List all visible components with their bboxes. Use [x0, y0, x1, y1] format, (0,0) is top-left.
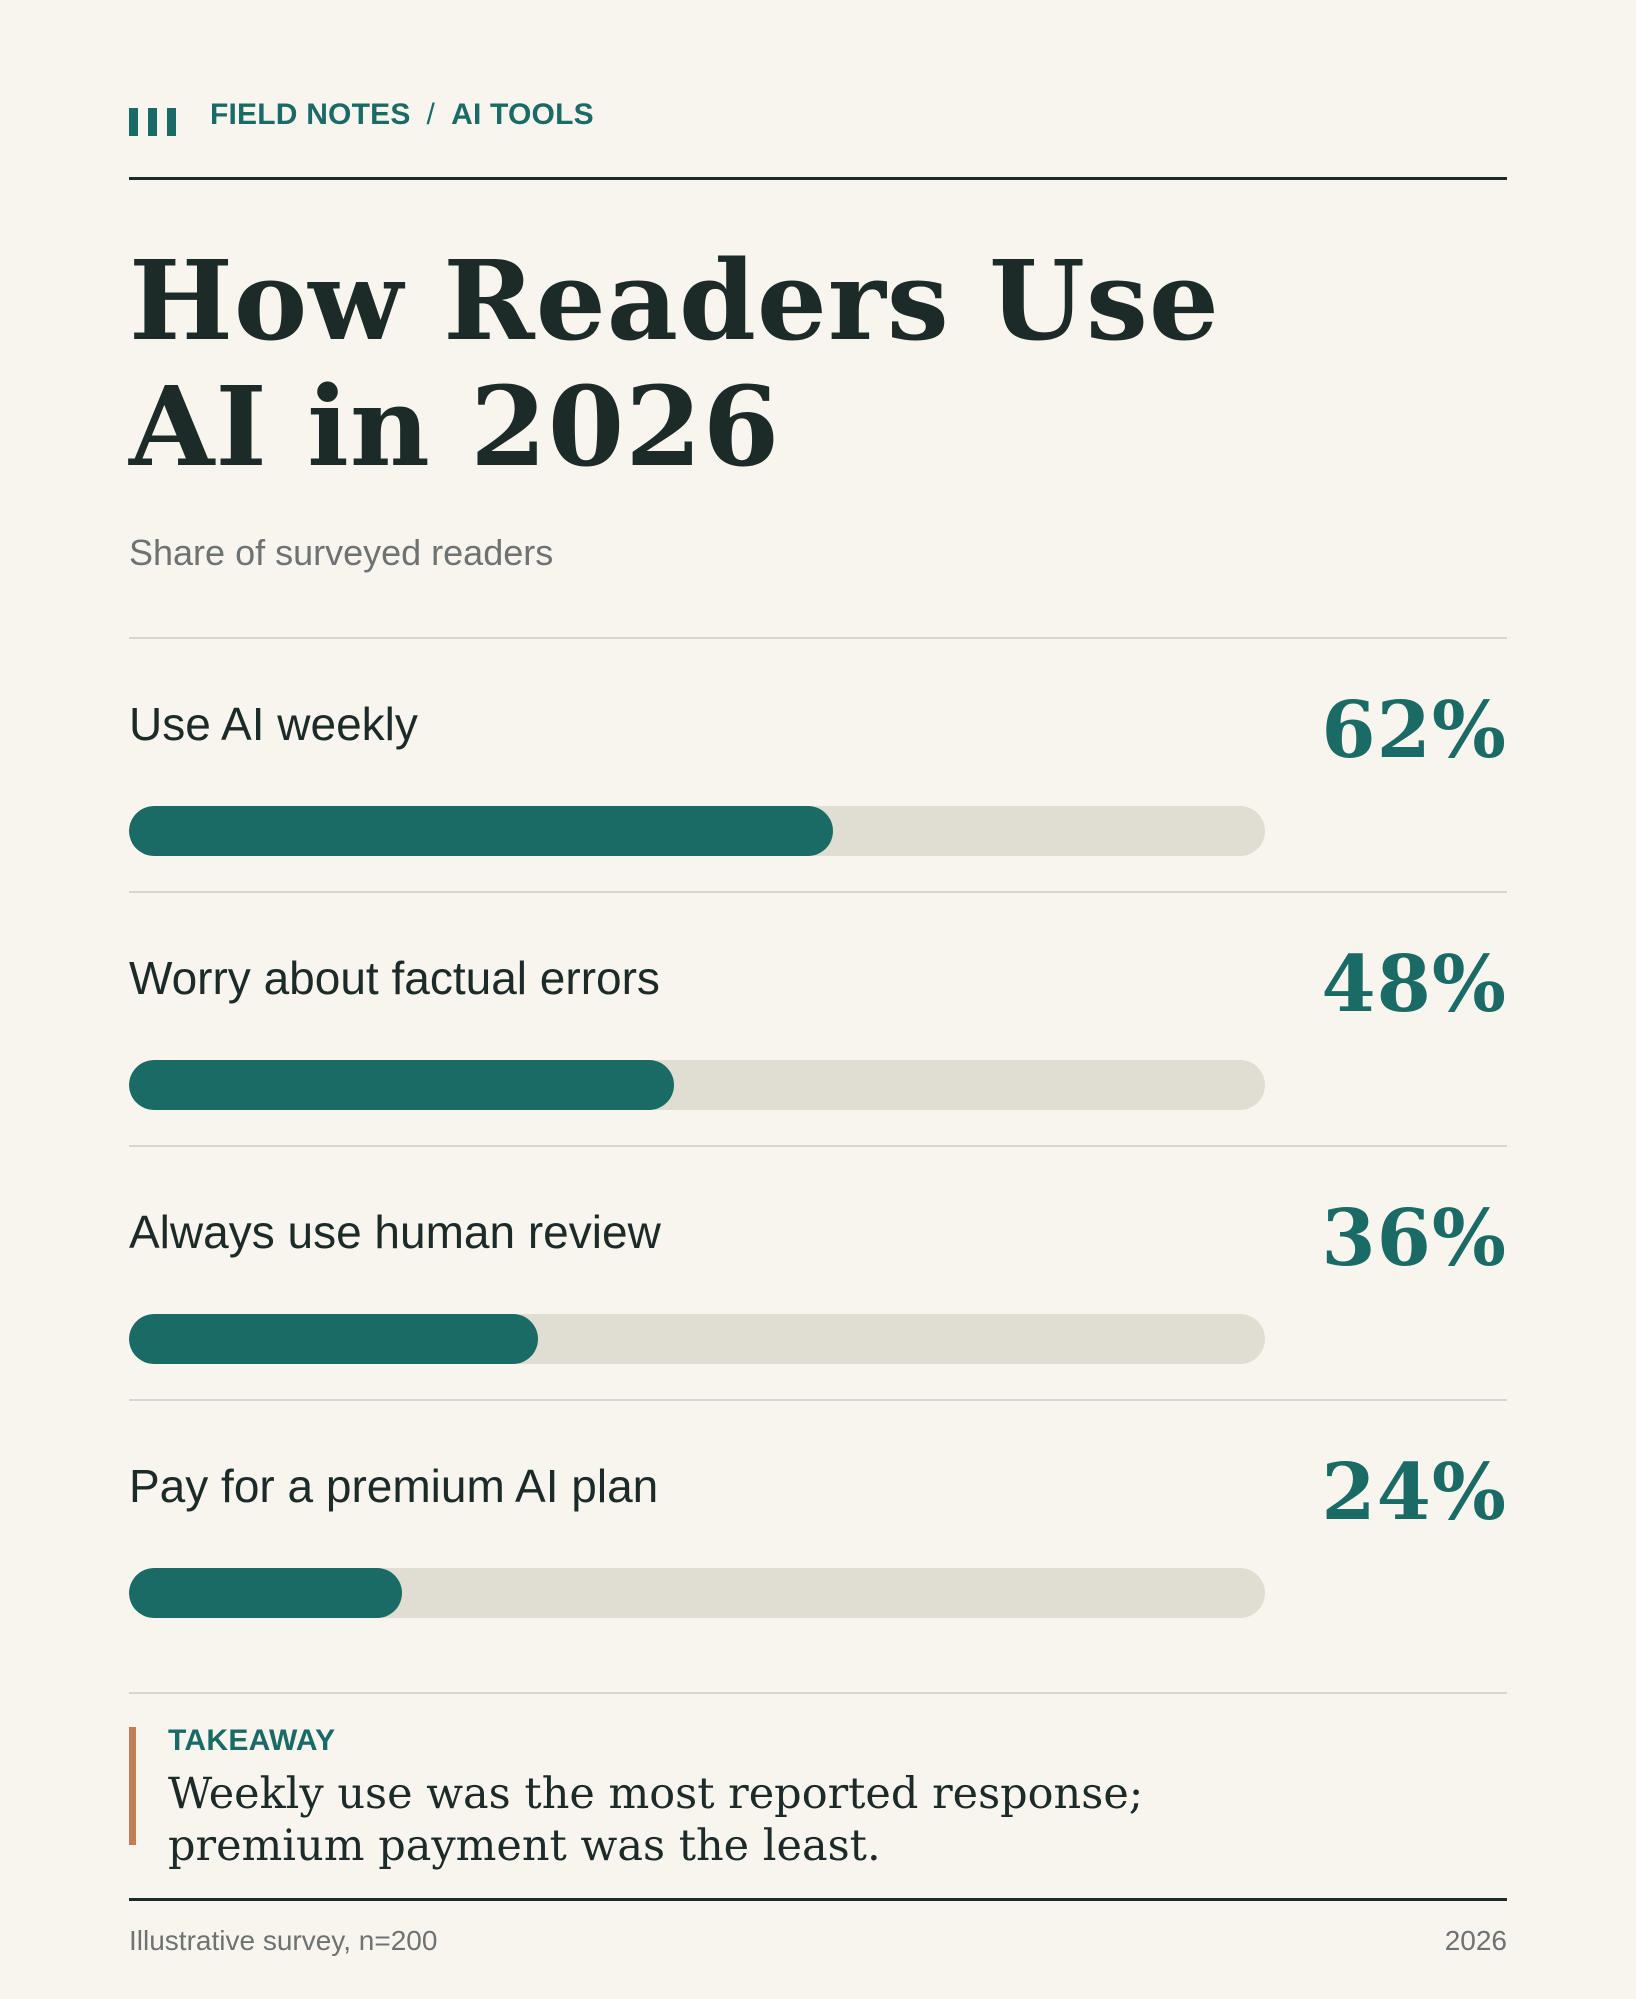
bar-row: Pay for a premium AI plan 24% — [129, 1401, 1507, 1655]
bar-value-label: 36% — [1321, 1193, 1507, 1284]
chart-top-divider — [129, 637, 1507, 639]
bar-track — [129, 1314, 1265, 1364]
takeaway-accent-rule — [129, 1727, 136, 1845]
bar-fill — [129, 1568, 402, 1618]
header: FIELD NOTES / AI TOOLS — [129, 92, 1507, 138]
page-title: How Readers Use AI in 2026 — [129, 238, 1229, 490]
breadcrumb-topic[interactable]: AI TOOLS — [451, 98, 594, 131]
row-divider — [129, 891, 1507, 893]
bar-fill — [129, 1314, 538, 1364]
footer-divider — [129, 1898, 1507, 1901]
bar-value-label: 24% — [1321, 1447, 1507, 1538]
bar-value-label: 48% — [1321, 939, 1507, 1030]
footer-year: 2026 — [1444, 1925, 1507, 1956]
takeaway-line-1: Weekly use was the most reported respons… — [168, 1769, 1144, 1819]
bar-label: Always use human review — [129, 1206, 661, 1258]
row-divider — [129, 1145, 1507, 1147]
bar-track — [129, 806, 1265, 856]
bar-value-label: 62% — [1321, 685, 1507, 776]
chart-subtitle: Share of surveyed readers — [129, 532, 554, 573]
takeaway-box: TAKEAWAY Weekly use was the most reporte… — [129, 1724, 1507, 1871]
breadcrumb-section[interactable]: FIELD NOTES — [210, 98, 411, 131]
breadcrumb: FIELD NOTES / AI TOOLS — [210, 98, 594, 132]
bar-row: Worry about factual errors 48% — [129, 893, 1507, 1147]
header-divider — [129, 177, 1507, 180]
bar-label: Use AI weekly — [129, 698, 418, 750]
bar-row: Use AI weekly 62% — [129, 639, 1507, 893]
takeaway-text: Weekly use was the most reported respons… — [168, 1768, 1168, 1872]
row-divider — [129, 1399, 1507, 1401]
source-note: Illustrative survey, n=200 — [129, 1925, 438, 1956]
bar-track — [129, 1568, 1265, 1618]
breadcrumb-separator: / — [426, 98, 436, 131]
title-line-1: How Readers Use — [129, 236, 1220, 365]
bar-label: Pay for a premium AI plan — [129, 1460, 659, 1512]
bar-track — [129, 1060, 1265, 1110]
title-line-2: AI in 2026 — [129, 362, 781, 491]
chart-bottom-divider — [129, 1692, 1507, 1694]
takeaway-label: TAKEAWAY — [168, 1724, 336, 1757]
takeaway-line-2: premium payment was the least. — [168, 1821, 881, 1871]
bar-fill — [129, 1060, 674, 1110]
bar-row: Always use human review 36% — [129, 1147, 1507, 1401]
three-bars-icon — [129, 108, 176, 136]
bar-fill — [129, 806, 833, 856]
bar-label: Worry about factual errors — [129, 952, 660, 1004]
